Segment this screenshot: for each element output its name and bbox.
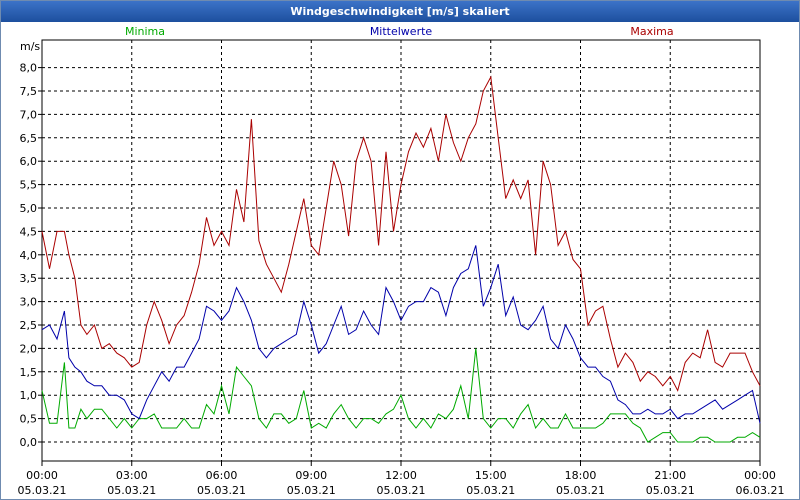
x-tick-label-date: 05.03.21 <box>466 484 515 497</box>
y-tick-label: 0,5 <box>20 413 38 426</box>
y-tick-label: 0,0 <box>20 436 38 449</box>
x-tick-label-time: 00:00 <box>744 469 776 482</box>
y-tick-label: 7,5 <box>20 85 38 98</box>
window-title: Windgeschwindigkeit [m/s] skaliert <box>1 1 799 22</box>
legend-mittelwerte: Mittelwerte <box>370 25 433 38</box>
y-tick-label: 1,5 <box>20 366 38 379</box>
legend-maxima: Maxima <box>630 25 673 38</box>
x-tick-label-time: 00:00 <box>26 469 58 482</box>
y-tick-label: 5,0 <box>20 202 38 215</box>
x-tick-label-time: 18:00 <box>565 469 597 482</box>
y-tick-label: 5,5 <box>20 179 38 192</box>
x-tick-label-date: 05.03.21 <box>377 484 426 497</box>
y-tick-label: 4,0 <box>20 249 38 262</box>
x-tick-label-date: 06.03.21 <box>736 484 785 497</box>
x-tick-label-time: 06:00 <box>206 469 238 482</box>
y-tick-label: 2,0 <box>20 342 38 355</box>
y-tick-label: 7,0 <box>20 108 38 121</box>
x-tick-label-date: 05.03.21 <box>197 484 246 497</box>
series-line-mittelwerte <box>41 245 761 424</box>
x-tick-label-date: 05.03.21 <box>18 484 67 497</box>
x-tick-label-date: 05.03.21 <box>287 484 336 497</box>
y-tick-label: 8,0 <box>20 62 38 75</box>
y-tick-label: 6,5 <box>20 132 38 145</box>
x-tick-label-time: 03:00 <box>116 469 148 482</box>
x-tick-label-time: 09:00 <box>295 469 327 482</box>
series-line-minima <box>41 348 761 443</box>
x-tick-label-time: 21:00 <box>654 469 686 482</box>
x-tick-label-time: 15:00 <box>475 469 507 482</box>
series-line-maxima <box>41 75 761 392</box>
y-tick-label: 1,0 <box>20 389 38 402</box>
x-tick-label-date: 05.03.21 <box>646 484 695 497</box>
y-tick-label: 6,0 <box>20 155 38 168</box>
y-tick-label: 4,5 <box>20 225 38 238</box>
y-axis-label: m/s <box>20 40 40 53</box>
x-tick-label-time: 12:00 <box>385 469 417 482</box>
x-tick-label-date: 05.03.21 <box>107 484 156 497</box>
y-tick-label: 3,5 <box>20 272 38 285</box>
legend-minima: Minima <box>125 25 165 38</box>
x-tick-label-date: 05.03.21 <box>556 484 605 497</box>
y-tick-label: 2,5 <box>20 319 38 332</box>
y-tick-label: 3,0 <box>20 296 38 309</box>
